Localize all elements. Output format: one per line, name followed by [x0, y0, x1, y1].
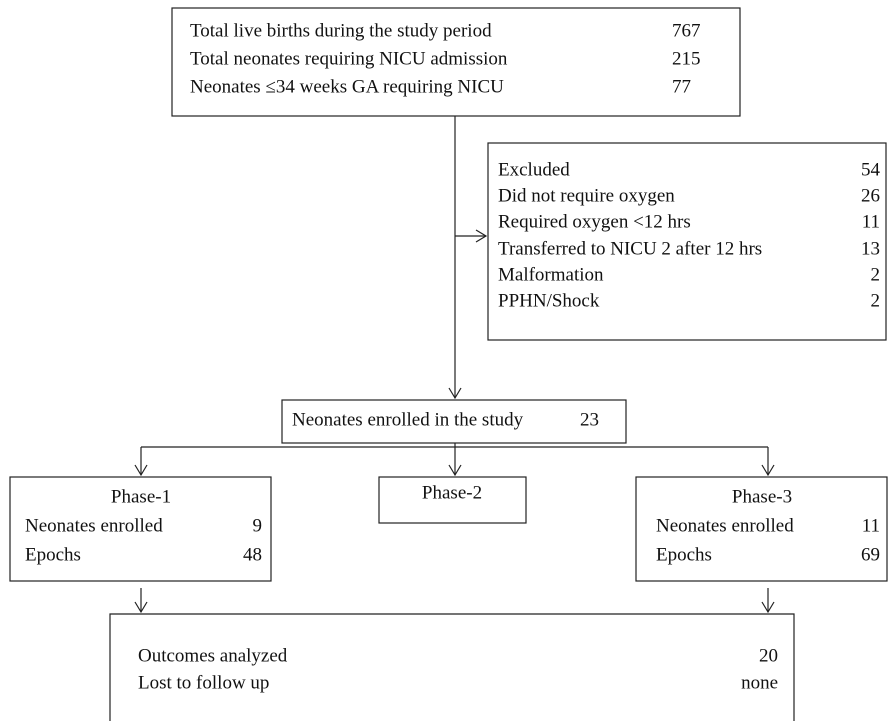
row-value: 26	[861, 185, 880, 206]
row-value: 69	[861, 544, 880, 565]
row-label: Neonates enrolled	[656, 515, 794, 536]
row-label: Malformation	[498, 264, 604, 285]
enrolled-box	[281, 399, 627, 444]
row-value: 11	[862, 515, 880, 536]
phase-title: Phase-3	[732, 486, 792, 507]
row-value: 767	[672, 20, 701, 41]
row-label: Transferred to NICU 2 after 12 hrs	[498, 238, 762, 259]
row-value: 11	[862, 211, 880, 232]
arrowhead	[134, 464, 148, 477]
excluded-box	[487, 142, 887, 341]
outcomes-box	[109, 613, 795, 721]
row-value: 48	[243, 544, 262, 565]
phase-3-box	[635, 476, 888, 582]
phase-2-box	[378, 476, 527, 524]
row-label: Neonates ≤34 weeks GA requiring NICU	[190, 76, 504, 97]
row-value: 2	[871, 290, 881, 311]
row-value: 77	[672, 76, 691, 97]
row-value: none	[741, 672, 778, 693]
row-label: Required oxygen <12 hrs	[498, 211, 691, 232]
row-label: Epochs	[656, 544, 712, 565]
arrowhead	[761, 464, 775, 477]
row-value: 215	[672, 48, 701, 69]
arrowhead	[448, 464, 462, 477]
arrowhead	[761, 601, 775, 614]
row-label: Neonates enrolled	[25, 515, 163, 536]
phase-title: Phase-1	[111, 486, 171, 507]
row-value: 2	[871, 264, 881, 285]
row-label: Total live births during the study perio…	[190, 20, 492, 41]
row-value: 20	[759, 645, 778, 666]
connectors	[134, 116, 775, 614]
row-label: Lost to follow up	[138, 672, 269, 693]
row-value: 54	[861, 159, 881, 180]
enrolled-label: Neonates enrolled in the study	[292, 409, 524, 430]
row-label: Did not require oxygen	[498, 185, 675, 206]
row-label: PPHN/Shock	[498, 290, 600, 311]
phase-1-box	[9, 476, 272, 582]
row-label: Epochs	[25, 544, 81, 565]
phase-title: Phase-2	[422, 482, 482, 503]
row-value: 9	[253, 515, 263, 536]
arrowhead	[134, 601, 148, 614]
row-label: Excluded	[498, 159, 570, 180]
row-label: Total neonates requiring NICU admission	[190, 48, 508, 69]
enrolled-value: 23	[580, 409, 599, 430]
population-box	[171, 7, 741, 117]
row-value: 13	[861, 238, 880, 259]
arrowhead	[448, 387, 462, 400]
row-label: Outcomes analyzed	[138, 645, 288, 666]
arrowhead	[475, 229, 488, 243]
